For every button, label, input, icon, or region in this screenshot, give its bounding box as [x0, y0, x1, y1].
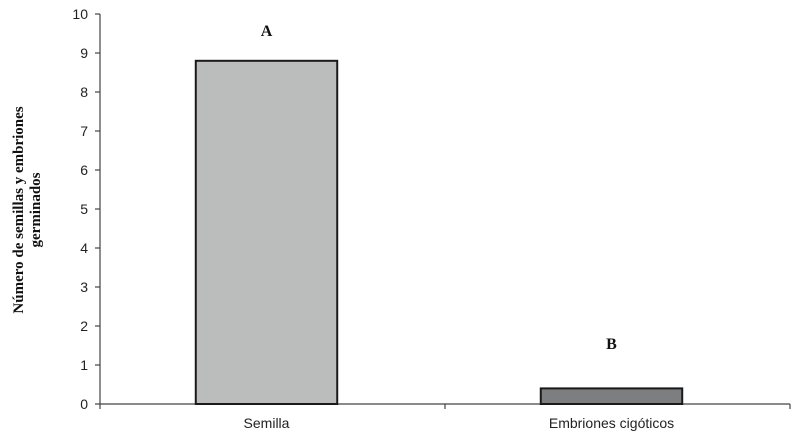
y-tick-label: 0: [80, 396, 88, 412]
bar-annotations: AB: [261, 23, 617, 353]
bar-1: [194, 59, 339, 406]
y-axis-label-line-1: Número de semillas y embriones: [11, 106, 27, 313]
y-tick-label: 5: [80, 201, 88, 217]
y-tick-label: 2: [80, 318, 88, 334]
y-tick-label: 1: [80, 357, 88, 373]
y-tick-label: 6: [80, 162, 88, 178]
bar-annotation-1: A: [261, 23, 273, 40]
y-tick-label: 4: [80, 240, 88, 256]
category-label-2: Embriones cigóticos: [549, 415, 674, 431]
category-label-1: Semilla: [244, 415, 290, 431]
bar-annotation-2: B: [606, 336, 617, 353]
y-axis-label-line-2: germinados: [28, 172, 44, 247]
bars: [194, 59, 684, 406]
y-tick-label: 7: [80, 123, 88, 139]
y-tick-label: 10: [72, 6, 88, 22]
y-axis-label: Número de semillas y embriones germinado…: [11, 106, 44, 313]
bar-2: [539, 387, 684, 405]
y-tick-label: 9: [80, 45, 88, 61]
y-tick-label: 8: [80, 84, 88, 100]
y-tick-label: 3: [80, 279, 88, 295]
category-labels: Semilla Embriones cigóticos: [244, 415, 675, 431]
y-axis: 0 1 2 3 4 5 6 7 8 9 10: [72, 6, 101, 412]
